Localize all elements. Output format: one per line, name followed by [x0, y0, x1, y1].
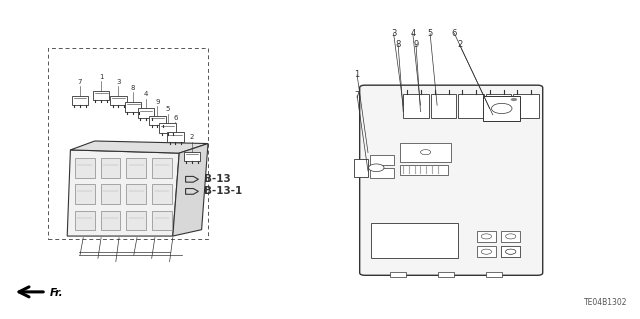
- Polygon shape: [70, 141, 208, 153]
- Text: 4: 4: [144, 91, 148, 97]
- Text: 1: 1: [99, 74, 104, 80]
- Text: 9: 9: [413, 40, 419, 49]
- Bar: [110, 96, 127, 105]
- Polygon shape: [67, 150, 179, 236]
- Text: B-13: B-13: [204, 174, 230, 184]
- Bar: [100, 158, 120, 178]
- Bar: [127, 184, 146, 204]
- Bar: [48, 48, 208, 239]
- Bar: [400, 143, 451, 162]
- Bar: [93, 91, 109, 100]
- Text: 8: 8: [396, 40, 401, 49]
- Bar: [127, 211, 146, 230]
- Text: 6: 6: [173, 115, 178, 121]
- Text: 4: 4: [410, 29, 415, 38]
- Circle shape: [506, 249, 516, 254]
- Bar: [486, 272, 502, 277]
- Text: 5: 5: [166, 106, 170, 112]
- Text: 7: 7: [355, 91, 360, 100]
- Bar: [486, 94, 511, 118]
- Bar: [458, 94, 484, 118]
- Circle shape: [506, 249, 516, 254]
- Text: 2: 2: [190, 134, 194, 140]
- Bar: [72, 96, 88, 105]
- FancyBboxPatch shape: [360, 85, 543, 275]
- Text: 7: 7: [77, 78, 83, 85]
- Text: 6: 6: [452, 29, 457, 38]
- Circle shape: [369, 164, 384, 172]
- Bar: [400, 165, 448, 175]
- Bar: [167, 132, 184, 142]
- Bar: [483, 96, 520, 121]
- Text: Fr.: Fr.: [50, 288, 63, 298]
- Text: 3: 3: [391, 29, 396, 38]
- Bar: [354, 159, 368, 176]
- Bar: [75, 184, 95, 204]
- Bar: [370, 168, 394, 178]
- Circle shape: [492, 103, 512, 114]
- Bar: [501, 246, 520, 257]
- Bar: [100, 184, 120, 204]
- Bar: [100, 211, 120, 230]
- Text: 9: 9: [155, 99, 160, 105]
- Bar: [75, 211, 95, 230]
- Circle shape: [481, 234, 492, 239]
- Bar: [390, 272, 406, 277]
- Text: 3: 3: [116, 78, 121, 85]
- Bar: [371, 223, 458, 258]
- Bar: [127, 158, 146, 178]
- Bar: [513, 94, 539, 118]
- Text: 5: 5: [428, 29, 433, 38]
- Text: TE04B1302: TE04B1302: [584, 298, 627, 307]
- Bar: [152, 211, 172, 230]
- Circle shape: [481, 249, 492, 254]
- Text: 8: 8: [131, 85, 136, 91]
- Bar: [477, 231, 496, 242]
- Bar: [149, 116, 166, 125]
- Polygon shape: [173, 144, 208, 236]
- Bar: [75, 158, 95, 178]
- Circle shape: [506, 234, 516, 239]
- Text: 2: 2: [457, 40, 462, 49]
- Text: B-13-1: B-13-1: [204, 186, 242, 197]
- Bar: [159, 123, 176, 133]
- Bar: [403, 94, 429, 118]
- Bar: [477, 246, 496, 257]
- Text: 1: 1: [355, 70, 360, 79]
- Bar: [431, 94, 456, 118]
- Bar: [501, 231, 520, 242]
- Bar: [438, 272, 454, 277]
- Circle shape: [511, 98, 517, 101]
- Bar: [152, 184, 172, 204]
- Bar: [152, 158, 172, 178]
- Bar: [125, 102, 141, 112]
- Bar: [184, 152, 200, 161]
- Bar: [138, 108, 154, 118]
- Bar: [370, 155, 394, 166]
- Bar: [501, 246, 520, 257]
